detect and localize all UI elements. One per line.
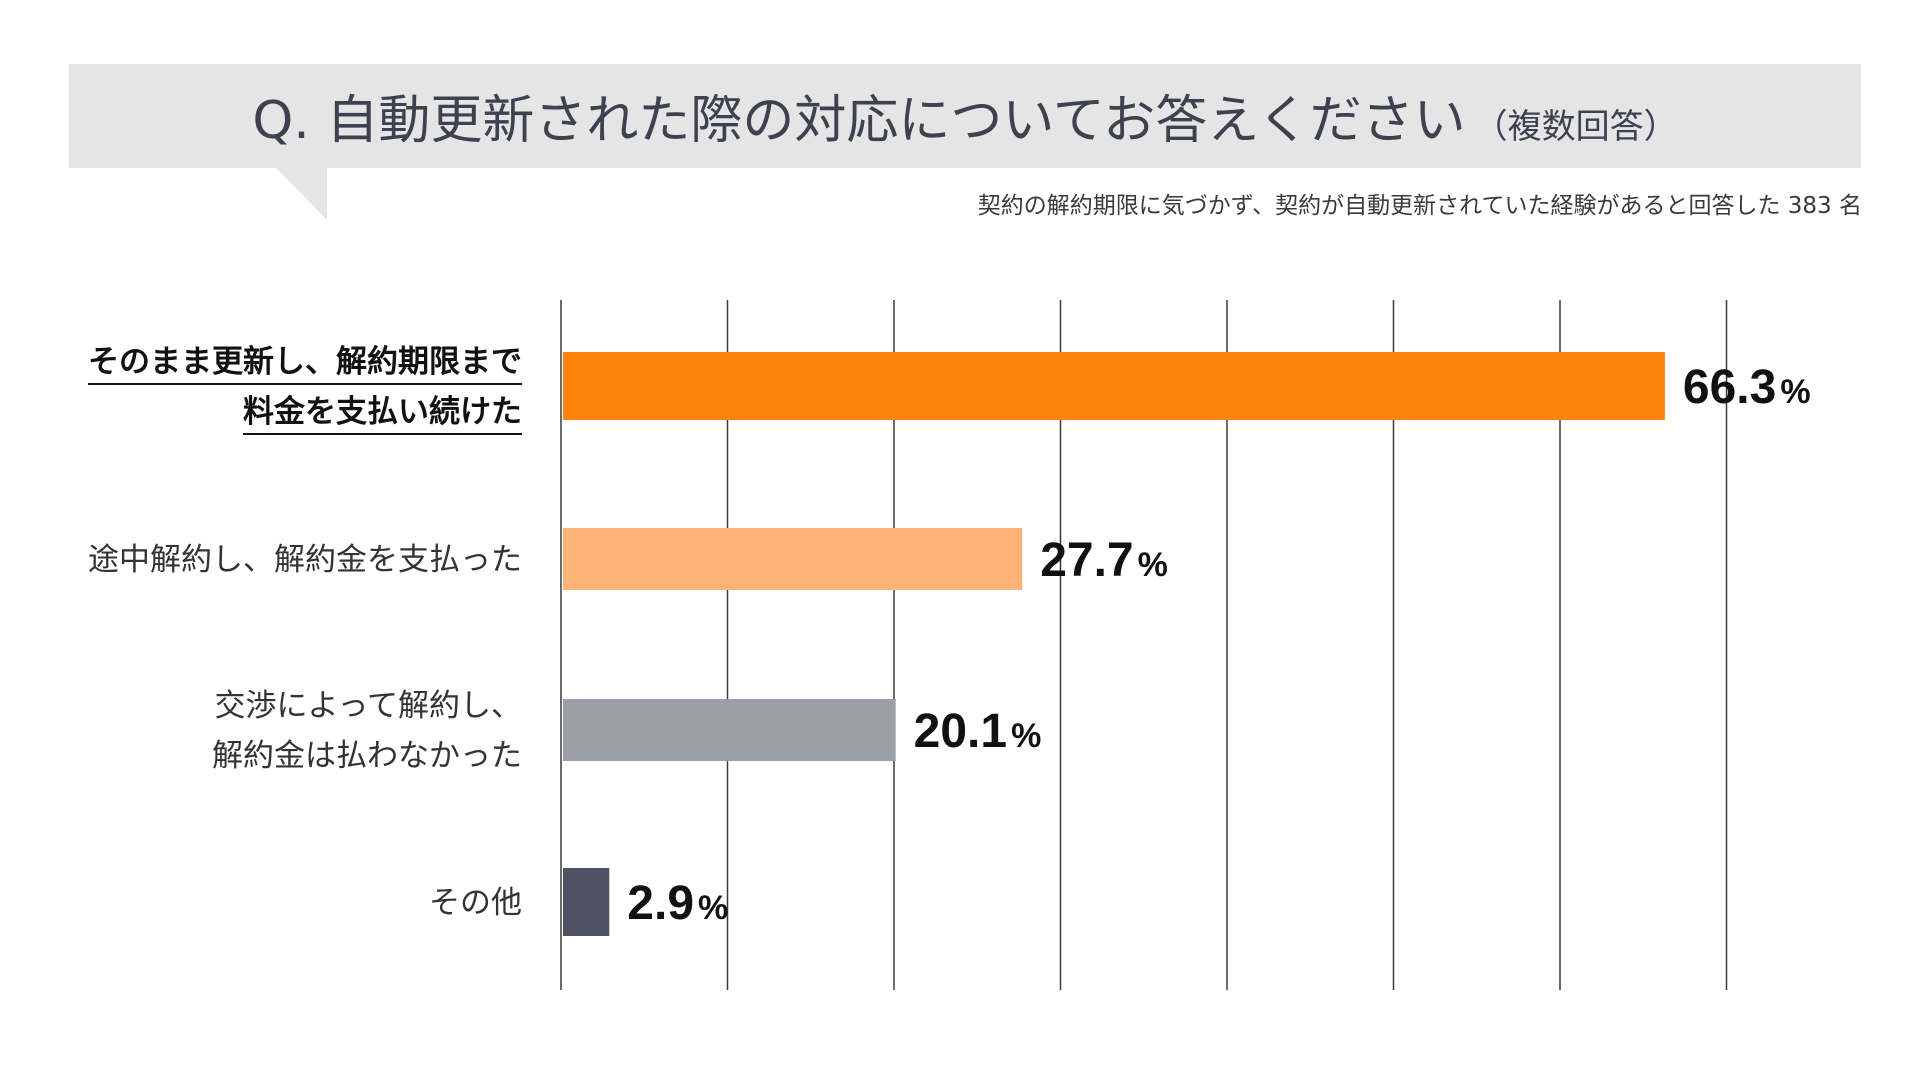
bar-3	[563, 699, 896, 761]
value-number-1: 66.3	[1683, 361, 1776, 414]
category-label-2-line-1: 途中解約し、解約金を支払った	[88, 542, 522, 578]
chart-subtitle: 契約の解約期限に気づかず、契約が自動更新されていた経験があると回答した 383 …	[978, 193, 1862, 219]
value-unit-4: %	[698, 889, 728, 927]
category-label-4-line-1: その他	[429, 885, 522, 921]
value-labels: 66.3 %27.7 %20.1 %2.9%	[627, 361, 1810, 930]
header-speech-tail	[276, 168, 327, 220]
bar-1	[563, 352, 1665, 420]
bar-2	[563, 528, 1023, 590]
bar-4	[563, 868, 610, 936]
value-label-1: 66.3%	[1683, 361, 1811, 414]
value-number-4: 2.9	[627, 877, 694, 930]
value-number-3: 20.1	[914, 705, 1007, 758]
header-background	[69, 64, 1861, 168]
value-label-2: 27.7%	[1040, 534, 1168, 587]
category-labels: そのまま更新し、解約期限まで料金を支払い続けた途中解約し、解約金を支払った交渉に…	[88, 344, 522, 921]
chart-title-group: Q. 自動更新された際の対応についてお答えください （複数回答）	[252, 91, 1677, 151]
header-banner: Q. 自動更新された際の対応についてお答えください （複数回答）	[69, 64, 1861, 220]
value-number-2: 27.7	[1040, 534, 1133, 587]
category-label-3-line-2: 解約金は払わなかった	[212, 738, 522, 774]
value-unit-3: %	[1011, 717, 1041, 755]
value-unit-1: %	[1780, 373, 1810, 411]
value-label-4: 2.9%	[627, 877, 728, 930]
value-label-3: 20.1%	[914, 705, 1042, 758]
category-label-1-line-2: 料金を支払い続けた	[243, 394, 522, 430]
chart-title-suffix: （複数回答）	[1474, 107, 1678, 147]
chart-title: Q. 自動更新された際の対応についてお答えください	[252, 91, 1465, 151]
category-label-3-line-1: 交渉によって解約し、	[214, 688, 522, 724]
category-label-1-line-1: そのまま更新し、解約期限まで	[88, 344, 522, 380]
value-unit-2: %	[1138, 546, 1168, 584]
bars	[563, 352, 1665, 936]
